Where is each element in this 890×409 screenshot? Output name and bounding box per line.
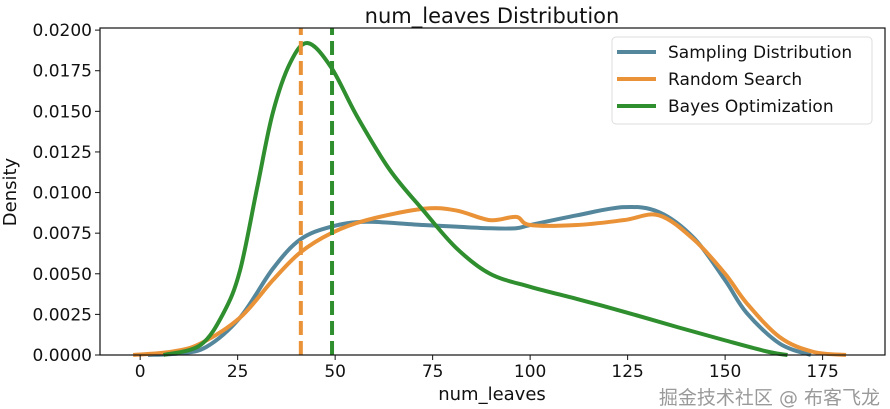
x-tick-label: 125: [611, 362, 643, 382]
axes-frame: [99, 27, 886, 356]
y-tick-label: 0.0200: [33, 21, 92, 41]
series-line-bayes-optimization: [163, 41, 788, 357]
x-tick-label: 150: [709, 362, 741, 382]
y-tick-label: 0.0025: [33, 305, 92, 325]
chart-title: num_leaves Distribution: [365, 4, 620, 29]
legend-label: Bayes Optimization: [668, 97, 834, 117]
watermark: 掘金技术社区 @ 布客飞龙: [659, 387, 880, 409]
series-line-random-search: [132, 206, 847, 357]
x-tick-label: 175: [806, 362, 838, 382]
y-tick-label: 0.0175: [33, 62, 92, 82]
y-tick-label: 0.0050: [33, 265, 92, 285]
x-tick-label: 0: [135, 362, 146, 382]
x-tick-label: 50: [324, 362, 346, 382]
x-tick-label: 25: [227, 362, 249, 382]
ticks: 0 25 50 75 100 125 150 175 0.0000 0.0025 0.0050 0.0…: [33, 21, 839, 382]
x-axis-label: num_leaves: [438, 384, 546, 405]
y-tick-label: 0.0075: [33, 224, 92, 244]
y-tick-label: 0.0000: [33, 346, 92, 366]
y-tick-label: 0.0125: [33, 143, 92, 163]
legend: Sampling Distribution Random Search Bayes …: [611, 36, 873, 125]
legend-label: Sampling Distribution: [668, 43, 852, 63]
legend-box: [611, 36, 873, 125]
y-tick-label: 0.0150: [33, 102, 92, 122]
x-tick-label: 75: [422, 362, 444, 382]
x-tick-label: 100: [514, 362, 546, 382]
y-tick-label: 0.0100: [33, 184, 92, 204]
series-line-sampling-distribution: [147, 204, 812, 357]
legend-label: Random Search: [668, 70, 802, 90]
y-axis-label: Density: [0, 157, 21, 226]
plot-area: [132, 28, 847, 357]
